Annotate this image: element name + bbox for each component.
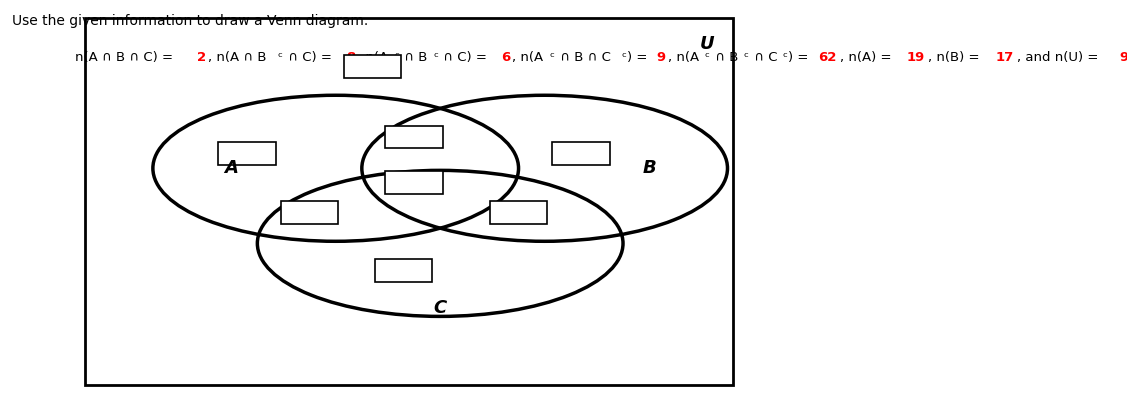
- Text: ᶜ: ᶜ: [782, 52, 788, 64]
- Text: ) =: ) =: [789, 52, 813, 64]
- Text: ∩ B ∩ C: ∩ B ∩ C: [556, 52, 611, 64]
- Text: , and n(U) =: , and n(U) =: [1017, 52, 1102, 64]
- Text: C: C: [434, 299, 446, 317]
- Text: , n(A ∩ B: , n(A ∩ B: [207, 52, 266, 64]
- Text: ᶜ: ᶜ: [277, 52, 283, 64]
- Text: 6: 6: [502, 52, 511, 64]
- FancyBboxPatch shape: [281, 201, 338, 223]
- Text: ∩ B: ∩ B: [711, 52, 738, 64]
- FancyBboxPatch shape: [385, 171, 443, 194]
- Text: 97: 97: [1119, 52, 1127, 64]
- Text: , n(A: , n(A: [357, 52, 388, 64]
- Text: Use the given information to draw a Venn diagram.: Use the given information to draw a Venn…: [12, 14, 369, 28]
- Text: 19: 19: [906, 52, 925, 64]
- Text: n(A ∩ B ∩ C) =: n(A ∩ B ∩ C) =: [74, 52, 177, 64]
- Text: ᶜ: ᶜ: [433, 52, 438, 64]
- Text: , n(A: , n(A: [513, 52, 543, 64]
- FancyBboxPatch shape: [344, 55, 401, 78]
- Text: B: B: [642, 159, 656, 177]
- Text: 2: 2: [197, 52, 206, 64]
- Text: ∩ C) =: ∩ C) =: [440, 52, 491, 64]
- Text: 8: 8: [346, 52, 355, 64]
- Text: A: A: [224, 159, 238, 177]
- Text: ᶜ: ᶜ: [744, 52, 748, 64]
- Text: U: U: [699, 35, 713, 53]
- FancyBboxPatch shape: [490, 201, 548, 223]
- Text: , n(A) =: , n(A) =: [840, 52, 896, 64]
- Text: , n(A: , n(A: [667, 52, 699, 64]
- Text: , n(B) =: , n(B) =: [929, 52, 984, 64]
- FancyBboxPatch shape: [85, 18, 733, 385]
- Text: 9: 9: [657, 52, 666, 64]
- FancyBboxPatch shape: [552, 142, 610, 165]
- Text: 62: 62: [818, 52, 836, 64]
- Text: ᶜ: ᶜ: [394, 52, 399, 64]
- Text: ᶜ: ᶜ: [550, 52, 554, 64]
- Text: ᶜ: ᶜ: [621, 52, 627, 64]
- FancyBboxPatch shape: [219, 142, 276, 165]
- Text: ) =: ) =: [628, 52, 651, 64]
- Text: ∩ B: ∩ B: [400, 52, 428, 64]
- Text: 17: 17: [995, 52, 1013, 64]
- Text: ∩ C: ∩ C: [749, 52, 778, 64]
- FancyBboxPatch shape: [385, 126, 443, 148]
- Text: ∩ C) =: ∩ C) =: [284, 52, 336, 64]
- Text: ᶜ: ᶜ: [704, 52, 710, 64]
- FancyBboxPatch shape: [375, 259, 433, 282]
